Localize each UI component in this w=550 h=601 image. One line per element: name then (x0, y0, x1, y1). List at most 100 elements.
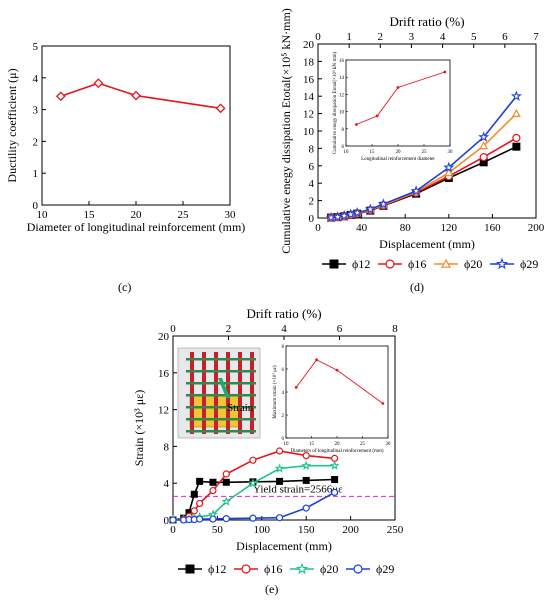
x-tick-label: 30 (225, 209, 237, 221)
x2-tick-label: 6 (502, 31, 508, 43)
cage-longitudinal-bar (190, 352, 194, 434)
x2-axis-title: Drift ratio (%) (389, 14, 464, 29)
data-point (329, 460, 340, 470)
inset-e-frame (285, 345, 389, 439)
x2-tick-label: 0 (315, 31, 321, 43)
data-point (331, 454, 339, 462)
cage-illustration (177, 347, 261, 439)
panel-label-c: (c) (118, 280, 132, 294)
data-point (275, 514, 284, 522)
y-tick-label: 0 (33, 200, 39, 212)
legend-label: ϕ20 (320, 562, 338, 576)
data-point (190, 507, 198, 515)
y-tick-label: 5 (33, 41, 39, 53)
data-point (302, 452, 310, 460)
x2-tick-label: 8 (392, 323, 398, 335)
legend-label: ϕ29 (520, 257, 538, 271)
strain-gauge (218, 378, 230, 398)
y-tick-label: 8 (164, 441, 170, 453)
cage-stirrup (186, 394, 256, 397)
data-point (511, 108, 521, 118)
y-tick-label: 0 (309, 213, 315, 225)
inset-x-tick-label: 25 (422, 150, 428, 155)
x2-axis-title: Drift ratio (%) (246, 306, 321, 321)
y-tick-label: 1 (33, 168, 39, 180)
y-tick-label: 0 (164, 515, 170, 527)
legend-marker (385, 259, 395, 269)
y-tick-label: 12 (158, 405, 169, 417)
inset-x-tick-label: 25 (360, 442, 366, 447)
inset-x-tick-label: 15 (309, 442, 315, 447)
inset-x-tick-label: 10 (344, 150, 350, 155)
data-point (55, 91, 66, 102)
legend-label: ϕ16 (408, 257, 426, 271)
data-point (331, 476, 339, 484)
x-axis-title: Displacement (mm) (379, 237, 475, 251)
data-point (338, 210, 350, 221)
inset-x-tick-label: 30 (448, 150, 454, 155)
legend-marker (241, 564, 251, 574)
x2-tick-label: 2 (226, 323, 232, 335)
data-point (345, 208, 357, 219)
cage-stirrup (186, 418, 256, 421)
cage-longitudinal-bar (238, 352, 242, 434)
data-point (302, 476, 310, 484)
inset-d-frame (345, 59, 451, 147)
inset-e-line (295, 359, 384, 404)
inset-x-tick-label: 10 (284, 442, 290, 447)
data-point (93, 78, 104, 89)
inset-d-point (443, 70, 447, 74)
y-tick-label: 2 (309, 196, 315, 208)
x2-tick-label: 4 (440, 31, 446, 43)
data-point (331, 488, 339, 496)
cage-stirrup (186, 430, 256, 433)
y-tick-label: 8 (309, 143, 315, 155)
yield-strain-label: Yield strain=2566με (253, 483, 343, 495)
x2-tick-label: 5 (471, 31, 477, 43)
data-point (510, 90, 522, 101)
inset-y-tick-label: 16 (339, 59, 345, 64)
x-tick-label: 150 (298, 524, 315, 536)
x2-tick-label: 1 (346, 31, 352, 43)
x-tick-label: 25 (178, 209, 190, 221)
y-tick-label: 20 (303, 39, 315, 51)
inset-y-tick-label: 10 (339, 111, 345, 116)
legend-label: ϕ12 (352, 257, 370, 271)
inset-y-tick-label: 6 (282, 368, 285, 373)
cage-longitudinal-bar (250, 352, 254, 434)
data-point (479, 141, 489, 150)
series-line-c (60, 82, 221, 110)
data-point (196, 477, 204, 485)
data-point (332, 211, 344, 222)
inset-y-tick-label: 14 (339, 76, 345, 81)
data-point (351, 207, 363, 218)
y-tick-label: 16 (303, 74, 315, 86)
plot-frame-c (41, 45, 231, 206)
legend-label: ϕ20 (464, 257, 482, 271)
x-tick-label: 120 (441, 222, 458, 234)
inset-x-axis-title: Diameters of longitudinal reinforcement … (290, 449, 383, 454)
x2-tick-label: 4 (281, 323, 287, 335)
data-point (249, 514, 257, 522)
cage-stirrup (186, 370, 256, 373)
y-tick-label: 18 (303, 56, 315, 68)
inset-y-tick-label: 0 (282, 437, 285, 442)
inset-x-axis-title: Longitudinal reinforcement diameter (361, 157, 435, 162)
x-tick-label: 10 (37, 209, 49, 221)
cage-stirrup (186, 406, 256, 409)
legend-marker (185, 564, 195, 574)
x-tick-label: 20 (131, 209, 143, 221)
data-point (410, 185, 422, 196)
x-tick-label: 250 (387, 524, 404, 536)
data-point (209, 486, 217, 495)
y-tick-label: 14 (303, 91, 315, 103)
y-axis-title: Strain (×10³ με) (132, 390, 146, 467)
data-point (443, 161, 455, 173)
y-tick-label: 4 (33, 73, 39, 85)
data-point (196, 499, 204, 508)
data-point (196, 515, 204, 523)
data-point (131, 90, 141, 101)
data-point (444, 168, 454, 177)
data-point (479, 153, 488, 162)
